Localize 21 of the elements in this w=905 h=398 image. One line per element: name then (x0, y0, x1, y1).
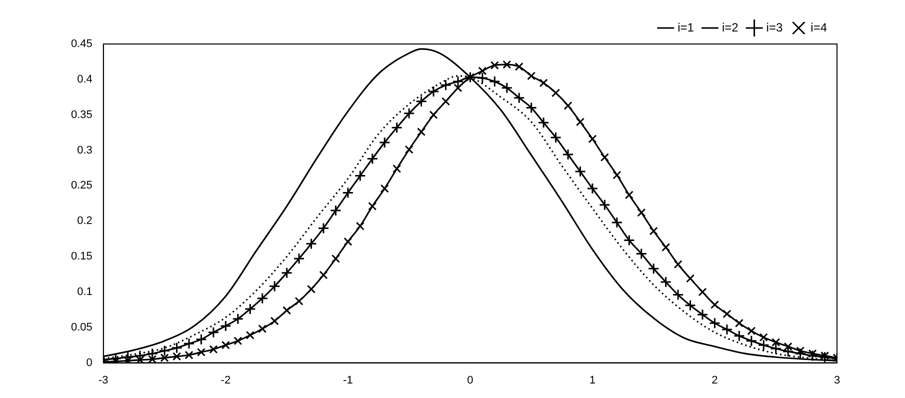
y-tick-label: 0.35 (70, 108, 92, 121)
y-tick-label: 0.45 (70, 38, 92, 50)
x-tick-label: 3 (834, 374, 840, 386)
y-tick-label: 0.05 (70, 321, 92, 334)
legend-label: i=3 (766, 20, 783, 34)
x-tick-label: 2 (712, 374, 718, 386)
legend-label: i=4 (810, 20, 828, 34)
y-tick-label: 0.15 (70, 250, 92, 263)
legend-label: i=2 (722, 20, 739, 34)
x-tick-label: -2 (220, 374, 231, 386)
y-tick-label: 0.25 (70, 180, 92, 192)
x-tick-label: -1 (343, 374, 353, 386)
y-tick-label: 0.2 (77, 215, 92, 228)
y-tick-label: 0 (86, 356, 92, 369)
x-tick-label: -3 (98, 374, 108, 386)
x-tick-label: 1 (589, 374, 596, 386)
y-tick-label: 0.1 (77, 286, 92, 298)
legend-label: i=1 (678, 20, 694, 34)
y-tick-label: 0.3 (77, 144, 92, 156)
y-tick-label: 0.4 (77, 73, 92, 86)
x-tick-label: 0 (467, 374, 474, 386)
